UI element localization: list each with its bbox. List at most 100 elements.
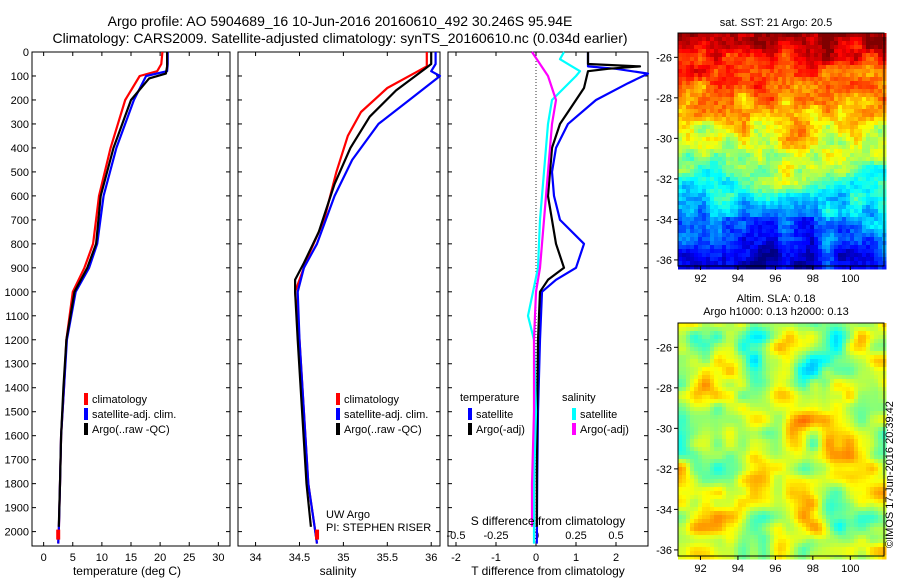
map-cell bbox=[806, 81, 811, 86]
map-cell bbox=[738, 359, 743, 364]
map-cell bbox=[714, 355, 719, 360]
map-cell bbox=[870, 97, 875, 102]
map-cell bbox=[830, 447, 835, 452]
map-cell bbox=[866, 419, 871, 424]
map-cell bbox=[834, 69, 839, 74]
map-cell bbox=[818, 141, 823, 146]
map-cell bbox=[786, 237, 791, 242]
map-cell bbox=[714, 439, 719, 444]
map-cell bbox=[682, 205, 687, 210]
map-cell bbox=[830, 391, 835, 396]
map-cell bbox=[754, 431, 759, 436]
map-cell bbox=[702, 121, 707, 126]
map-cell bbox=[870, 423, 875, 428]
map-cell bbox=[750, 77, 755, 82]
map-cell bbox=[750, 415, 755, 420]
map-cell bbox=[838, 367, 843, 372]
map-cell bbox=[758, 327, 763, 332]
map-cell bbox=[826, 383, 831, 388]
map-cell bbox=[758, 197, 763, 202]
map-cell bbox=[830, 383, 835, 388]
map-cell bbox=[790, 225, 795, 230]
map-cell bbox=[754, 245, 759, 250]
map-cell bbox=[822, 93, 827, 98]
map-cell bbox=[854, 391, 859, 396]
map-cell bbox=[690, 241, 695, 246]
map-cell bbox=[854, 363, 859, 368]
map-cell bbox=[846, 169, 851, 174]
map-cell bbox=[766, 351, 771, 356]
map-cell bbox=[770, 161, 775, 166]
map-cell bbox=[682, 343, 687, 348]
map-cell bbox=[718, 157, 723, 162]
map-cell bbox=[686, 363, 691, 368]
map-cell bbox=[810, 391, 815, 396]
map-cell bbox=[770, 233, 775, 238]
map-cell bbox=[678, 411, 683, 416]
map-cell bbox=[742, 351, 747, 356]
map-cell bbox=[782, 371, 787, 376]
map-cell bbox=[766, 41, 771, 46]
map-cell bbox=[794, 153, 799, 158]
map-cell bbox=[854, 395, 859, 400]
map-cell bbox=[758, 149, 763, 154]
map-cell bbox=[778, 265, 783, 270]
map-cell bbox=[734, 197, 739, 202]
map-cell bbox=[742, 217, 747, 222]
map-cell bbox=[758, 435, 763, 440]
map-cell bbox=[726, 383, 731, 388]
map-cell bbox=[794, 391, 799, 396]
map-cell bbox=[870, 197, 875, 202]
map-cell bbox=[790, 33, 795, 38]
map-cell bbox=[878, 387, 883, 392]
map-cell bbox=[718, 73, 723, 78]
map-cell bbox=[874, 113, 879, 118]
map-cell bbox=[794, 45, 799, 50]
map-cell bbox=[766, 335, 771, 340]
map-cell bbox=[710, 61, 715, 66]
map-cell bbox=[822, 57, 827, 62]
map-cell bbox=[806, 145, 811, 150]
map-cell bbox=[866, 37, 871, 42]
map-cell bbox=[798, 363, 803, 368]
map-cell bbox=[754, 257, 759, 262]
map-cell bbox=[830, 343, 835, 348]
map-cell bbox=[722, 363, 727, 368]
map-cell bbox=[870, 339, 875, 344]
map-cell bbox=[694, 411, 699, 416]
map-cell bbox=[818, 221, 823, 226]
map-cell bbox=[850, 113, 855, 118]
map-cell bbox=[834, 355, 839, 360]
map-cell bbox=[790, 73, 795, 78]
map-cell bbox=[726, 411, 731, 416]
map-cell bbox=[686, 261, 691, 266]
map-cell bbox=[842, 335, 847, 340]
temperature-panel bbox=[31, 51, 231, 547]
map-cell bbox=[826, 391, 831, 396]
map-cell bbox=[742, 177, 747, 182]
map-cell bbox=[722, 347, 727, 352]
map-cell bbox=[870, 69, 875, 74]
map-cell bbox=[802, 355, 807, 360]
map-cell bbox=[686, 225, 691, 230]
map-cell bbox=[862, 93, 867, 98]
map-cell bbox=[782, 105, 787, 110]
map-cell bbox=[826, 387, 831, 392]
map-cell bbox=[758, 117, 763, 122]
map-cell bbox=[734, 335, 739, 340]
map-cell bbox=[818, 181, 823, 186]
map-cell bbox=[766, 257, 771, 262]
map-cell bbox=[718, 241, 723, 246]
map-cell bbox=[694, 265, 699, 270]
map-cell bbox=[738, 387, 743, 392]
map-cell bbox=[698, 391, 703, 396]
map-cell bbox=[770, 105, 775, 110]
map-cell bbox=[746, 189, 751, 194]
map-cell bbox=[706, 85, 711, 90]
map-cell bbox=[770, 45, 775, 50]
map-cell bbox=[758, 339, 763, 344]
map-cell bbox=[698, 443, 703, 448]
map-cell bbox=[694, 37, 699, 42]
map-cell bbox=[862, 439, 867, 444]
map-cell bbox=[790, 399, 795, 404]
